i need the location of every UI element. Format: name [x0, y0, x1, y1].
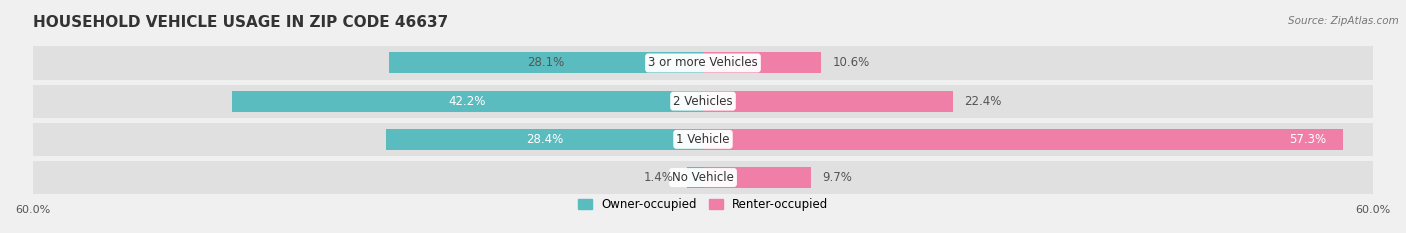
Bar — [32, 161, 703, 194]
Bar — [688, 167, 703, 188]
Bar — [32, 46, 703, 79]
Text: 1.4%: 1.4% — [644, 171, 673, 184]
Legend: Owner-occupied, Renter-occupied: Owner-occupied, Renter-occupied — [572, 194, 834, 216]
Text: 28.4%: 28.4% — [526, 133, 562, 146]
Text: 9.7%: 9.7% — [823, 171, 852, 184]
Bar — [385, 129, 703, 150]
Bar — [703, 85, 1374, 118]
Text: No Vehicle: No Vehicle — [672, 171, 734, 184]
Text: 2 Vehicles: 2 Vehicles — [673, 95, 733, 108]
Text: 22.4%: 22.4% — [965, 95, 1002, 108]
Bar — [389, 52, 703, 73]
Bar — [232, 91, 703, 112]
Text: 28.1%: 28.1% — [527, 56, 565, 69]
Bar — [703, 46, 1374, 79]
Text: 57.3%: 57.3% — [1289, 133, 1326, 146]
Bar — [32, 123, 703, 156]
Bar — [32, 85, 703, 118]
Bar — [703, 129, 1343, 150]
Bar — [703, 161, 1374, 194]
Bar — [703, 167, 811, 188]
Bar — [703, 52, 821, 73]
Text: 3 or more Vehicles: 3 or more Vehicles — [648, 56, 758, 69]
Text: HOUSEHOLD VEHICLE USAGE IN ZIP CODE 46637: HOUSEHOLD VEHICLE USAGE IN ZIP CODE 4663… — [32, 15, 449, 30]
Text: Source: ZipAtlas.com: Source: ZipAtlas.com — [1288, 16, 1399, 26]
Text: 10.6%: 10.6% — [832, 56, 870, 69]
Bar — [703, 123, 1374, 156]
Text: 1 Vehicle: 1 Vehicle — [676, 133, 730, 146]
Bar — [703, 91, 953, 112]
Text: 42.2%: 42.2% — [449, 95, 486, 108]
